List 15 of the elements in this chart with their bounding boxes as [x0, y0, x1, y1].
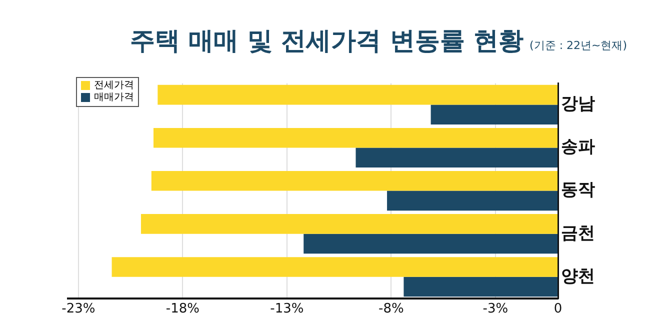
- y-tick-label: 금천: [561, 223, 595, 244]
- x-tick-label: -3%: [482, 302, 508, 317]
- y-tick-label: 양천: [561, 266, 595, 286]
- y-tick-label: 강남: [561, 94, 595, 114]
- chart-title: 주택 매매 및 전세가격 변동률 현황: [130, 26, 524, 55]
- x-tick-label: 0: [554, 302, 562, 317]
- legend-label: 매매가격: [93, 92, 134, 104]
- x-tick-label: -23%: [62, 302, 96, 317]
- x-tick-label: -8%: [378, 302, 404, 317]
- x-tick-label: -13%: [270, 302, 304, 317]
- chart-subtitle: (기준 : 22년~현재): [530, 39, 628, 52]
- x-tick-label: -18%: [166, 302, 200, 317]
- y-tick-label: 동작: [561, 180, 595, 200]
- legend-label: 전세가격: [93, 80, 134, 92]
- y-tick-label: 송파: [561, 137, 595, 158]
